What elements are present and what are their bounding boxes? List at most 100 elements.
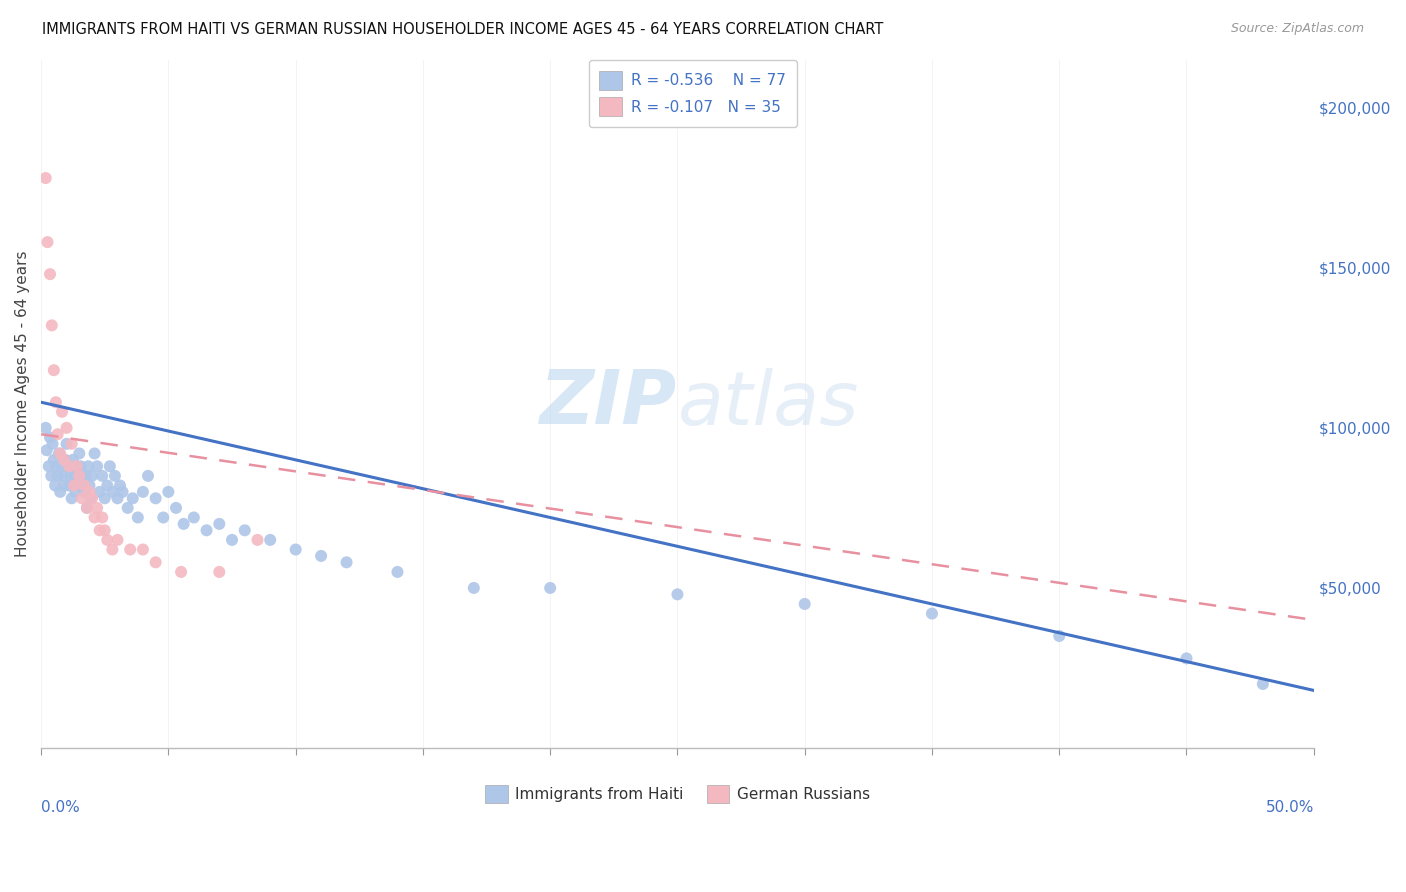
Point — [121, 491, 143, 506]
Point — [170, 565, 193, 579]
Point — [208, 565, 231, 579]
Point — [335, 555, 357, 569]
Point — [44, 478, 66, 492]
Point — [145, 555, 167, 569]
Point — [387, 565, 409, 579]
Point — [58, 459, 80, 474]
Point — [53, 453, 76, 467]
Point — [63, 478, 86, 492]
Point — [52, 468, 75, 483]
Y-axis label: Householder Income Ages 45 - 64 years: Householder Income Ages 45 - 64 years — [15, 251, 30, 558]
Point — [67, 446, 90, 460]
Point — [96, 478, 118, 492]
Point — [157, 484, 180, 499]
Point — [53, 453, 76, 467]
Point — [65, 484, 87, 499]
Point — [35, 443, 58, 458]
Point — [107, 533, 129, 547]
Point — [111, 484, 134, 499]
Point — [66, 459, 89, 474]
Point — [104, 468, 127, 483]
Point — [62, 453, 84, 467]
Point — [70, 468, 93, 483]
Point — [91, 468, 114, 483]
Point — [49, 446, 72, 460]
Point — [89, 524, 111, 538]
Point — [63, 468, 86, 483]
Point — [93, 524, 115, 538]
Point — [132, 484, 155, 499]
Point — [80, 468, 103, 483]
Point — [42, 453, 65, 467]
Point — [101, 542, 124, 557]
Point — [60, 491, 83, 506]
Text: 50.0%: 50.0% — [1265, 800, 1313, 814]
Point — [37, 235, 59, 249]
Point — [45, 395, 67, 409]
Legend: Immigrants from Haiti, German Russians: Immigrants from Haiti, German Russians — [478, 779, 876, 809]
Point — [101, 484, 124, 499]
Point — [76, 500, 98, 515]
Point — [666, 587, 689, 601]
Point — [1251, 677, 1274, 691]
Text: ZIP: ZIP — [540, 368, 678, 441]
Point — [86, 500, 108, 515]
Point — [86, 459, 108, 474]
Point — [183, 510, 205, 524]
Point — [145, 491, 167, 506]
Point — [246, 533, 269, 547]
Point — [120, 542, 142, 557]
Point — [39, 267, 62, 281]
Point — [96, 533, 118, 547]
Point — [39, 468, 62, 483]
Point — [73, 484, 96, 499]
Point — [309, 549, 332, 563]
Point — [152, 510, 174, 524]
Point — [79, 484, 101, 499]
Point — [107, 491, 129, 506]
Point — [108, 478, 131, 492]
Point — [1175, 651, 1198, 665]
Point — [93, 491, 115, 506]
Point — [91, 510, 114, 524]
Point — [42, 363, 65, 377]
Point — [89, 484, 111, 499]
Point — [136, 468, 159, 483]
Point — [132, 542, 155, 557]
Point — [69, 459, 91, 474]
Point — [46, 468, 69, 483]
Point — [77, 459, 100, 474]
Text: atlas: atlas — [678, 368, 859, 440]
Point — [66, 478, 89, 492]
Point — [80, 491, 103, 506]
Point — [67, 468, 90, 483]
Point — [41, 318, 63, 333]
Point — [165, 500, 187, 515]
Point — [60, 437, 83, 451]
Point — [58, 478, 80, 492]
Point — [46, 427, 69, 442]
Point — [73, 478, 96, 492]
Point — [117, 500, 139, 515]
Point — [195, 524, 218, 538]
Point — [259, 533, 281, 547]
Point — [83, 446, 105, 460]
Point — [921, 607, 943, 621]
Text: 0.0%: 0.0% — [41, 800, 80, 814]
Point — [59, 468, 82, 483]
Point — [463, 581, 485, 595]
Point — [793, 597, 815, 611]
Point — [38, 459, 60, 474]
Point — [70, 491, 93, 506]
Text: IMMIGRANTS FROM HAITI VS GERMAN RUSSIAN HOUSEHOLDER INCOME AGES 45 - 64 YEARS CO: IMMIGRANTS FROM HAITI VS GERMAN RUSSIAN … — [42, 22, 883, 37]
Point — [79, 478, 101, 492]
Point — [1047, 629, 1070, 643]
Point — [51, 459, 73, 474]
Point — [173, 516, 195, 531]
Point — [39, 430, 62, 444]
Point — [76, 500, 98, 515]
Point — [45, 459, 67, 474]
Point — [72, 478, 94, 492]
Text: Source: ZipAtlas.com: Source: ZipAtlas.com — [1230, 22, 1364, 36]
Point — [233, 524, 256, 538]
